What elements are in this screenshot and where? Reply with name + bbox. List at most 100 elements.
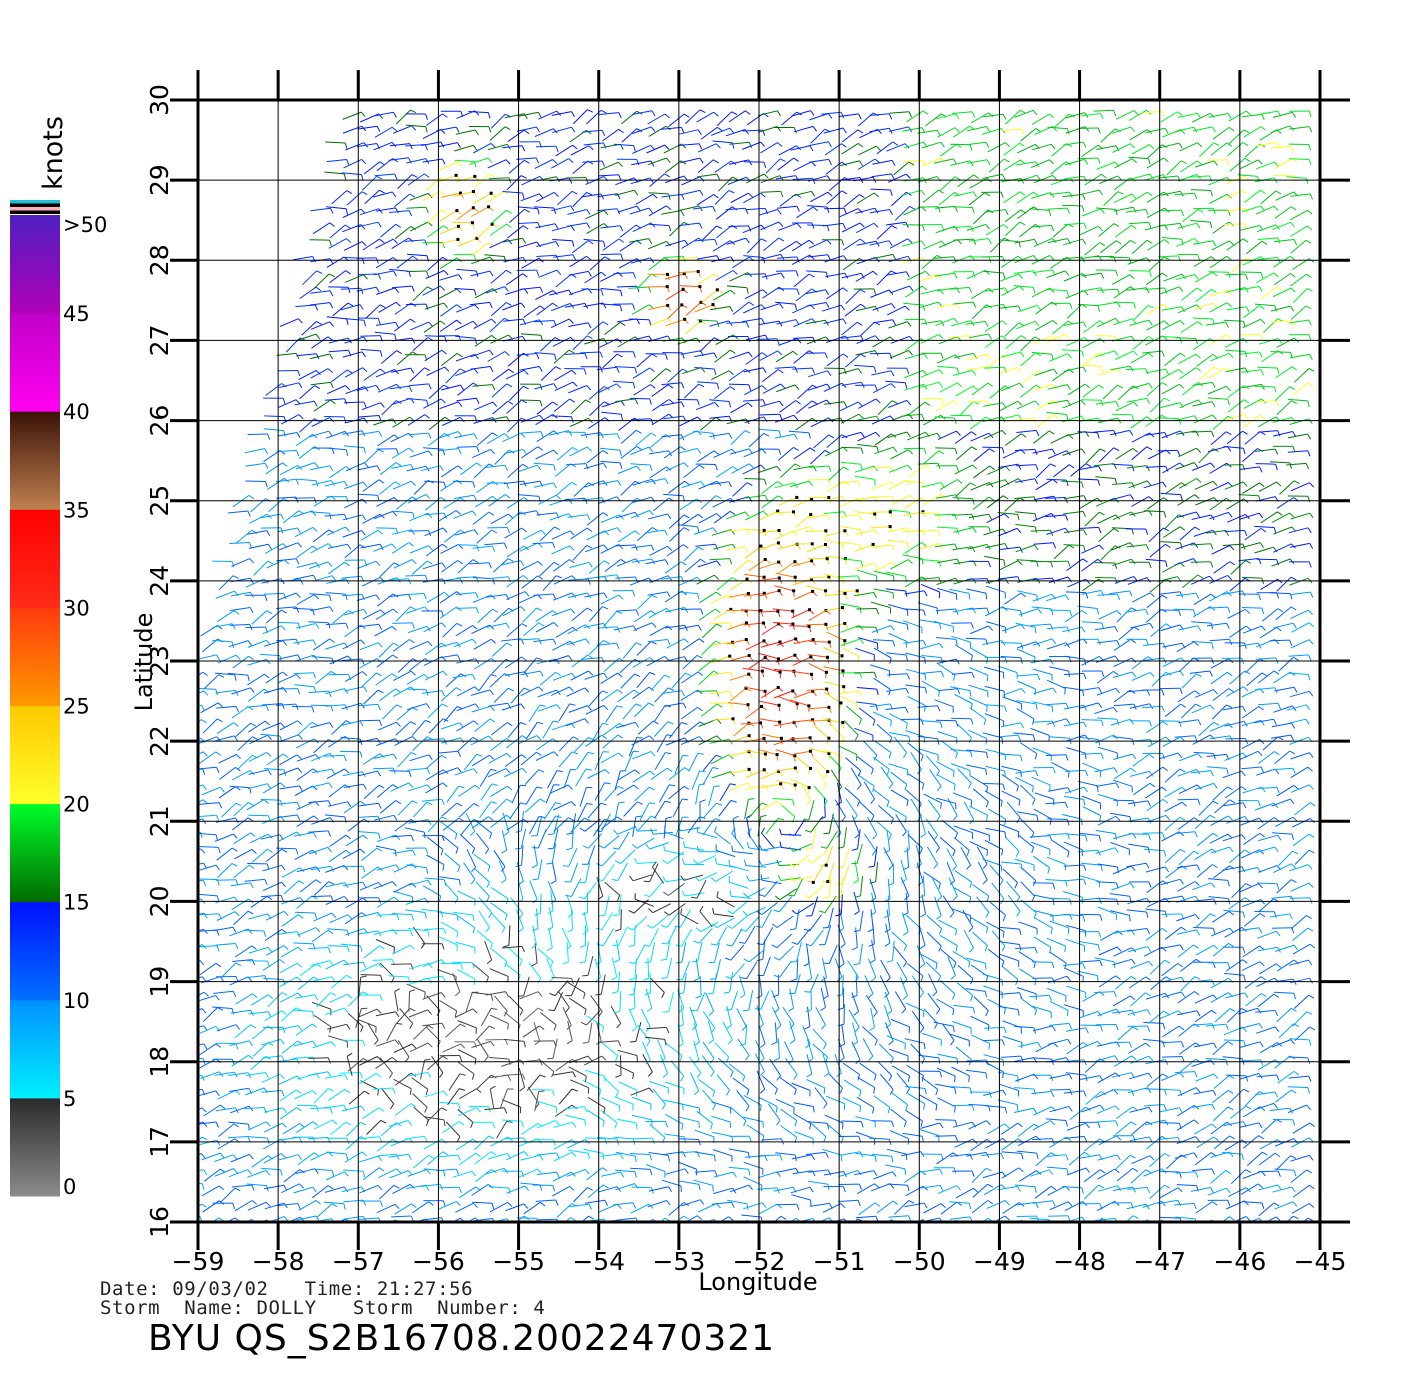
wind-barb [1128,817,1152,824]
wind-barb [542,720,560,739]
wind-barb [506,175,527,191]
wind-barb [326,316,349,325]
wind-barb [231,898,254,911]
wind-barb [359,623,383,630]
wind-barb [397,174,418,189]
wind-barb [1271,512,1295,523]
wind-barb [228,1169,252,1178]
wind-barb [711,1201,735,1208]
wind-barb [1081,621,1104,629]
wind-barb [601,1042,619,1062]
wind-barb [660,1054,669,1078]
wind-barb [712,1149,733,1162]
wind-barb [490,302,512,317]
wind-barb [358,1072,382,1085]
wind-barb [491,948,508,968]
wind-barb [436,1168,460,1175]
wind-barb [425,782,448,794]
wind-barb [568,705,592,713]
wind-barb [904,383,928,391]
wind-barb [1014,1184,1037,1193]
wind-barb [423,927,447,934]
wind-barb [1286,1215,1299,1222]
wind-barb [1142,752,1165,760]
wind-barb [536,1120,560,1129]
wind-barb [456,720,479,732]
wind-barb [491,722,513,736]
wind-barb [780,463,801,478]
wind-barb [1190,561,1214,568]
wind-barb [598,527,622,535]
wind-barb [1081,208,1105,217]
wind-barb [903,206,927,216]
wind-barb [550,861,557,885]
wind-barb [904,1038,926,1050]
wind-barb [657,1039,666,1063]
wind-barb [757,465,782,474]
wind-barb [632,144,656,154]
wind-barb [812,1028,827,1050]
wind-barb [872,788,890,807]
wind-barb [1192,1103,1216,1110]
wind-barb [295,462,319,470]
wind-barb [854,671,877,679]
wind-barb [838,1135,862,1143]
wind-barb [1049,1201,1073,1211]
wind-barb [821,862,835,884]
wind-barb [1210,1121,1233,1135]
wind-barb [614,849,636,865]
wind-barb [1159,1088,1183,1097]
wind-barb [982,1171,1007,1179]
wind-barb [553,1151,577,1162]
wind-barb [1192,317,1215,325]
wind-barb [774,433,798,440]
wind-barb [1190,543,1214,550]
wind-barb [341,658,365,665]
wind-barb [841,431,865,439]
wind-barb [842,1062,860,1081]
wind-barb [296,800,320,811]
wind-barb [1290,639,1314,649]
wind-barb [1063,721,1087,728]
wind-barb [1097,906,1117,921]
wind-barb [1192,1168,1215,1175]
wind-barb [982,858,1002,872]
wind-barb [535,290,558,301]
wind-barb [578,882,597,900]
wind-barb [1065,290,1089,299]
plot-area: −59 −58 −57 −56 −55 −54 −53 −52 −51 −50 −49 −48 −47−… [130,70,1350,1296]
wind-barb [217,863,238,878]
wind-barb [534,893,542,916]
wind-barb [675,1215,689,1222]
wind-barb [927,992,941,1015]
wind-barb [1014,238,1038,245]
wind-barb [754,990,770,1010]
wind-barb [1097,288,1121,295]
wind-barb [1225,273,1249,280]
longitude-tick-label: −46 [1213,1247,1266,1276]
wind-barb [564,1217,576,1222]
wind-barb [905,684,927,694]
wind-barb [935,637,958,646]
wind-barb [887,673,910,680]
wind-barb [532,859,543,881]
wind-barb [221,802,242,818]
wind-barb [780,1125,798,1144]
wind-barb [1131,239,1153,255]
wind-barb [693,1022,700,1046]
wind-barb [563,769,577,789]
wind-barb [198,1090,220,1097]
wind-barb [920,1184,944,1192]
wind-barb [311,895,334,902]
wind-barb [864,833,877,856]
wind-barb [696,690,720,697]
wind-barb [308,1071,332,1078]
wind-barb [361,576,385,587]
wind-barb [840,638,864,647]
wind-barb [999,941,1022,951]
wind-barb [834,958,843,982]
wind-barb [397,1040,410,1063]
wind-barb [439,936,458,952]
wind-barb [198,893,220,902]
wind-barb [585,705,609,715]
